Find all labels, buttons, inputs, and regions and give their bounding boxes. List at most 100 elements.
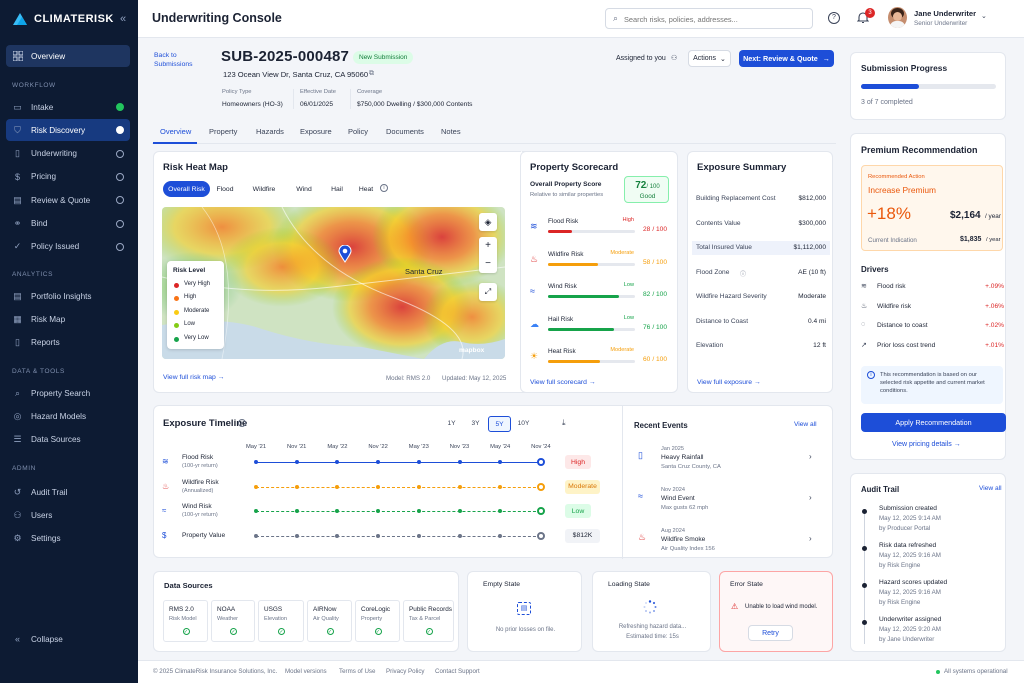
range-3y[interactable]: 3Y [471, 420, 480, 427]
tab-exposure[interactable]: Exposure [300, 127, 332, 136]
sidebar-item-property-search[interactable]: ⌕ Property Search [6, 382, 130, 404]
range-5y[interactable]: 5Y [488, 416, 511, 432]
copy-icon[interactable]: ⧉ [369, 70, 374, 77]
sidebar-collapse-icon[interactable]: « [120, 13, 127, 25]
per-year: / year [985, 213, 1001, 220]
sidebar-item-reports[interactable]: ▯ Reports [6, 331, 130, 353]
footer-link-terms[interactable]: Terms of Use [339, 668, 376, 675]
retry-button[interactable]: Retry [748, 625, 793, 641]
tab-policy[interactable]: Policy [348, 127, 369, 136]
timeline-point [254, 484, 258, 489]
chevron-right-icon[interactable]: › [809, 534, 812, 543]
timeline-badge: Low [565, 504, 591, 518]
exposure-row: Elevation 12 ft [696, 339, 826, 353]
filter-overall-risk[interactable]: Overall Risk [163, 181, 210, 197]
brand-logo[interactable]: CLIMATERISK [12, 12, 114, 26]
tab-property[interactable]: Property [209, 127, 238, 136]
apply-recommendation-button[interactable]: Apply Recommendation [861, 413, 1006, 432]
card-title: Risk Heat Map [163, 162, 228, 173]
view-full-scorecard-link[interactable]: View full scorecard → [530, 379, 596, 386]
audit-by: by Risk Engine [879, 599, 921, 606]
timeline-date: May '22 [327, 444, 348, 450]
notification-badge: 3 [865, 8, 875, 18]
sidebar-item-portfolio-insights[interactable]: ▤ Portfolio Insights [6, 285, 130, 307]
tab-documents[interactable]: Documents [386, 127, 424, 136]
filter-wildfire[interactable]: Wildfire [252, 185, 276, 193]
next-review-quote-button[interactable]: Next: Review & Quote → [739, 50, 834, 67]
timeline-row-label: Wind Risk [182, 503, 212, 510]
filter-flood[interactable]: Flood [216, 185, 234, 193]
help-icon[interactable]: ? [828, 12, 840, 24]
search-input[interactable] [624, 12, 808, 26]
layers-icon[interactable]: ◈ [479, 213, 497, 231]
data-source-item[interactable]: Public Records Tax & Parcel ✓ [403, 600, 454, 642]
timeline-point [457, 533, 462, 538]
timeline-date: May '23 [408, 444, 429, 450]
sidebar-item-settings[interactable]: ⚙ Settings [6, 527, 130, 549]
view-full-exposure-link[interactable]: View full exposure → [697, 379, 761, 386]
sidebar-item-bind[interactable]: ⚭ Bind [6, 213, 130, 235]
sidebar-item-label: Risk Map [31, 314, 66, 324]
actions-label: Actions [693, 55, 717, 62]
sidebar-item-risk-map[interactable]: ▦ Risk Map [6, 308, 130, 330]
timeline-row-label: Wildfire Risk [182, 478, 219, 486]
event-detail: Air Quality Index 156 [661, 546, 715, 552]
footer-link-privacy[interactable]: Privacy Policy [386, 668, 425, 675]
sidebar-item-policy-issued[interactable]: ✓ Policy Issued [6, 236, 130, 258]
footer-link-support[interactable]: Contact Support [435, 668, 480, 675]
tab-hazards[interactable]: Hazards [256, 127, 284, 136]
download-icon[interactable]: ⤓ [562, 418, 566, 427]
chevron-right-icon[interactable]: › [809, 452, 812, 461]
empty-state-message: No prior losses on file. [495, 627, 556, 633]
location-pin-icon[interactable] [338, 244, 352, 263]
info-icon[interactable]: ⓘ [740, 271, 747, 278]
filter-wind[interactable]: Wind [296, 185, 312, 193]
filter-heat[interactable]: Heat [358, 185, 374, 193]
range-10y[interactable]: 10Y [517, 420, 530, 427]
filter-hail[interactable]: Hail [331, 185, 343, 193]
footer-link-model-versions[interactable]: Model versions [285, 668, 327, 675]
risk-level: Moderate [610, 347, 634, 353]
audit-event: Underwriter assigned [879, 616, 942, 623]
data-source-item[interactable]: AIRNow Air Quality ✓ [307, 600, 352, 642]
chevron-down-icon[interactable]: ⌄ [981, 13, 987, 20]
data-source-item[interactable]: CoreLogic Property ✓ [355, 600, 400, 642]
sidebar-item-users[interactable]: ⚇ Users [6, 504, 130, 526]
tab-notes[interactable]: Notes [441, 127, 461, 136]
sidebar-collapse-button[interactable]: « Collapse [6, 628, 130, 650]
data-source-item[interactable]: NOAA Weather ✓ [211, 600, 255, 642]
sidebar-item-review-quote[interactable]: ▤ Review & Quote [6, 189, 130, 211]
actions-dropdown[interactable]: Actions ⌄ [688, 50, 731, 67]
search-box[interactable]: ⌕ [605, 8, 813, 29]
sidebar-item-intake[interactable]: ▭ Intake [6, 96, 130, 118]
info-icon[interactable]: i [238, 419, 246, 427]
sidebar-item-pricing[interactable]: $ Pricing [6, 166, 130, 188]
check-icon: ✓ [230, 628, 237, 635]
timeline-date: Nov '24 [531, 444, 551, 450]
tab-overview[interactable]: Overview [160, 127, 192, 136]
zoom-out-icon[interactable]: − [485, 258, 491, 269]
flame-icon: ♨ [638, 532, 647, 542]
zoom-in-icon[interactable]: + [485, 240, 491, 251]
sidebar-item-overview[interactable]: Overview [6, 45, 130, 67]
back-link[interactable]: Back to Submissions [154, 52, 193, 68]
range-1y[interactable]: 1Y [447, 420, 456, 427]
fullscreen-icon[interactable]: ⤢ [479, 283, 497, 301]
data-source-item[interactable]: USGS Elevation ✓ [258, 600, 304, 642]
sidebar-item-data-sources[interactable]: ☰ Data Sources [6, 428, 130, 450]
info-icon[interactable]: i [380, 184, 388, 192]
avatar[interactable] [888, 7, 907, 28]
event-date: Aug 2024 [661, 528, 685, 534]
risk-map[interactable]: Santa Cruz Risk Level Very High High Moder… [162, 207, 505, 359]
view-full-risk-map-link[interactable]: View full risk map → [163, 374, 224, 381]
audit-view-all-link[interactable]: View all [979, 485, 1002, 492]
chevron-right-icon[interactable]: › [809, 493, 812, 502]
events-view-all-link[interactable]: View all [794, 421, 817, 428]
sidebar-item-underwriting[interactable]: ▯ Underwriting [6, 143, 130, 165]
sidebar-item-risk-discovery[interactable]: ⛉ Risk Discovery [6, 119, 130, 142]
audit-time: May 12, 2025 9:20 AM [879, 626, 941, 633]
sidebar-item-hazard-models[interactable]: ◎ Hazard Models [6, 405, 130, 427]
view-pricing-details-link[interactable]: View pricing details → [892, 441, 961, 448]
sidebar-item-audit-trail[interactable]: ↺ Audit Trail [6, 481, 130, 503]
data-source-item[interactable]: RMS 2.0 Risk Model ✓ [163, 600, 208, 642]
